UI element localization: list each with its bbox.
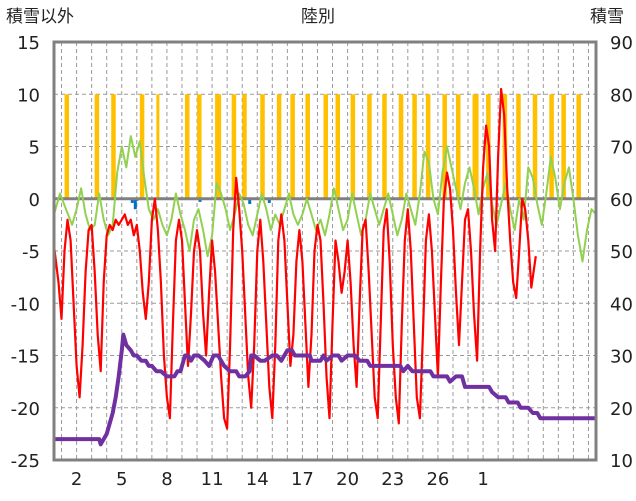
left-y-tick-label: -5 — [22, 242, 40, 263]
right-y-tick-label: 90 — [610, 33, 633, 54]
sunshine-bar — [64, 94, 70, 199]
left-y-tick-label: -25 — [11, 451, 40, 472]
sunshine-series — [64, 94, 581, 199]
x-tick-label: 11 — [201, 469, 224, 490]
precipitation-bar — [198, 198, 202, 202]
precipitation-bar — [248, 198, 252, 204]
temperature-line — [52, 87, 537, 430]
snow-depth-line — [54, 332, 596, 447]
sunshine-bar — [156, 94, 160, 199]
x-tick-label: 2 — [71, 469, 82, 490]
left-y-tick-label: 5 — [29, 138, 40, 159]
plot-area — [52, 87, 597, 447]
x-tick-label: 8 — [161, 469, 172, 490]
sunshine-bar — [242, 94, 247, 199]
sunshine-bar — [532, 94, 538, 199]
sunshine-bar — [276, 94, 282, 199]
right-y-tick-label: 20 — [610, 399, 633, 420]
x-tick-label: 5 — [116, 469, 127, 490]
right-y-tick-label: 70 — [610, 138, 633, 159]
plot-frame — [52, 40, 598, 462]
sunshine-bar — [290, 94, 295, 199]
left-y-tick-label: -10 — [11, 294, 40, 315]
sunshine-bar — [323, 94, 329, 199]
sunshine-bar — [231, 94, 237, 199]
sunshine-bar — [455, 94, 461, 199]
right-y-tick-label: 40 — [610, 294, 633, 315]
precipitation-bar — [267, 198, 271, 203]
x-tick-label: 17 — [291, 469, 314, 490]
sunshine-bar — [561, 94, 566, 199]
sunshine-bar — [472, 94, 479, 199]
sunshine-bar — [367, 94, 372, 199]
temperature-series — [52, 87, 537, 430]
sunshine-bar — [442, 94, 447, 199]
sunshine-bar — [184, 94, 190, 199]
left-y-tick-label: 10 — [17, 85, 40, 106]
x-tick-label: 14 — [246, 469, 269, 490]
precipitation-bar — [130, 198, 134, 203]
right-y-tick-label: 80 — [610, 85, 633, 106]
sunshine-bar — [197, 94, 202, 199]
sunshine-bar — [576, 94, 581, 199]
sunshine-bar — [549, 94, 554, 199]
snow-depth-series — [54, 332, 596, 447]
sunshine-bar — [412, 94, 417, 199]
right-y-axis: 90 80 70 60 50 40 30 20 10 — [610, 33, 633, 472]
sunshine-bar — [398, 94, 404, 199]
left-y-tick-label: -20 — [11, 399, 40, 420]
x-axis: 2 5 8 11 14 17 20 23 26 1 — [71, 469, 489, 490]
right-y-tick-label: 50 — [610, 242, 633, 263]
sunshine-bar — [516, 94, 521, 199]
sunshine-bar — [215, 94, 222, 199]
sunshine-bar — [260, 94, 265, 199]
right-y-tick-label: 60 — [610, 190, 633, 211]
left-y-tick-label: -15 — [11, 347, 40, 368]
sunshine-bar — [94, 94, 100, 199]
left-y-tick-label: 15 — [17, 33, 40, 54]
x-tick-label: 26 — [426, 469, 449, 490]
left-y-tick-label: 0 — [29, 190, 40, 211]
sunshine-bar — [425, 94, 431, 199]
x-tick-label: 23 — [381, 469, 404, 490]
right-y-tick-label: 30 — [610, 347, 633, 368]
right-axis-title: 積雪 — [590, 7, 624, 27]
chart-title: 陸別 — [301, 7, 335, 27]
x-tick-label: 1 — [477, 469, 488, 490]
sunshine-bar — [139, 94, 145, 199]
sunshine-bar — [335, 94, 341, 199]
left-y-axis: 15 10 5 0 -5 -10 -15 -20 -25 — [11, 33, 40, 472]
sunshine-bar — [350, 94, 356, 199]
precipitation-bar — [133, 198, 137, 210]
sunshine-bar — [111, 94, 116, 199]
sunshine-bar — [305, 94, 310, 199]
left-axis-title: 積雪以外 — [6, 7, 74, 27]
x-tick-label: 20 — [336, 469, 359, 490]
right-y-tick-label: 10 — [610, 451, 633, 472]
sunshine-bar — [382, 94, 387, 199]
